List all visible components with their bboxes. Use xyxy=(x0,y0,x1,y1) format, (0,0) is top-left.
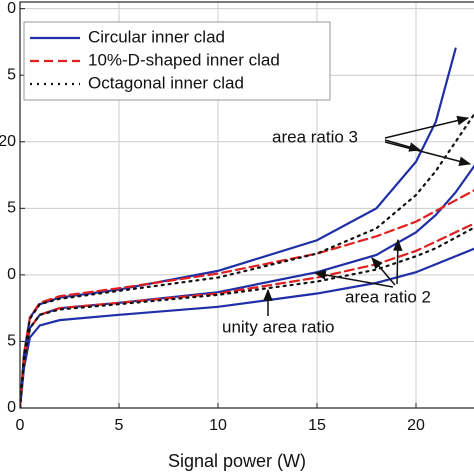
series-line xyxy=(20,247,474,408)
plot-frame xyxy=(19,1,474,409)
annotation: area ratio 2 xyxy=(345,287,431,306)
y-tick-label: 5 xyxy=(7,200,16,217)
annotation: unity area ratio xyxy=(222,317,334,336)
y-tick-label: 20 xyxy=(0,133,16,150)
legend-label: Circular inner clad xyxy=(88,27,225,46)
arrow xyxy=(384,115,470,139)
x-tick-label: 0 xyxy=(16,417,25,434)
x-tick-label: 20 xyxy=(407,417,425,434)
legend-label: 10%-D-shaped inner clad xyxy=(88,50,280,69)
arrow xyxy=(371,257,396,286)
y-tick-label: 0 xyxy=(7,399,16,416)
series-line xyxy=(20,112,474,408)
arrow xyxy=(313,270,394,288)
x-tick-label: 10 xyxy=(209,417,227,434)
y-tick-label: 5 xyxy=(7,66,16,83)
x-axis-label: Signal power (W) xyxy=(168,451,306,471)
legend-box xyxy=(23,21,331,101)
series-line xyxy=(20,47,457,408)
lines xyxy=(20,47,474,408)
series-line xyxy=(20,222,474,408)
y-tick-label: 0 xyxy=(7,0,16,17)
arrows xyxy=(263,115,472,316)
legend-label: Octagonal inner clad xyxy=(88,73,244,92)
arrow xyxy=(384,141,472,166)
y-tick-label: 5 xyxy=(7,333,16,350)
arrow xyxy=(392,238,403,285)
legend: Circular inner clad 10%-D-shaped inner cl… xyxy=(30,27,280,92)
annotation: area ratio 3 xyxy=(272,127,358,146)
y-tick-label: 0 xyxy=(7,266,16,283)
arrow xyxy=(384,139,422,152)
x-tick-label: 5 xyxy=(115,417,124,434)
x-tick-label: 15 xyxy=(308,417,326,434)
series-line xyxy=(20,164,474,408)
